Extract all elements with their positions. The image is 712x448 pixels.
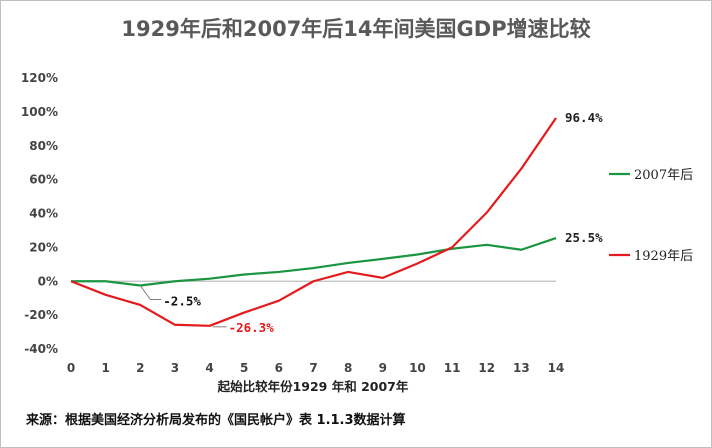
x-tick-label: 1 <box>101 361 109 375</box>
x-tick-label: 7 <box>309 361 317 375</box>
series-lines <box>70 117 557 327</box>
x-tick-label: 3 <box>171 361 179 375</box>
x-tick-label: 2 <box>136 361 144 375</box>
x-tick-label: 12 <box>478 361 495 375</box>
annotation-leader <box>139 285 162 300</box>
source-note: 来源：根据美国经济分析局发布的《国民帐户》表 1.1.3数据计算 <box>25 412 406 428</box>
y-tick-labels: 120% 100% 80% 60% 40% 20% 0% -20% -40% <box>21 71 58 356</box>
y-tick-label: -40% <box>24 342 58 356</box>
x-tick-label: 0 <box>67 361 75 375</box>
x-tick-label: 11 <box>444 361 461 375</box>
x-tick-label: 14 <box>548 361 565 375</box>
legend-label: 1929年后 <box>634 249 693 264</box>
y-tick-label: 40% <box>29 207 58 221</box>
y-tick-label: 120% <box>21 71 58 85</box>
x-tick-label: 6 <box>275 361 283 375</box>
x-tick-label: 4 <box>205 361 213 375</box>
y-tick-label: 20% <box>29 240 58 254</box>
data-labels: 25.5% 96.4% -2.5% -26.3% <box>139 110 603 335</box>
legend-label: 2007年后 <box>634 168 693 183</box>
legend: 2007年后 1929年后 <box>609 168 693 264</box>
y-tick-label: 100% <box>21 105 58 119</box>
y-tick-label: 80% <box>29 139 58 153</box>
x-tick-labels: 0 1 2 3 4 5 6 7 8 9 10 11 12 13 14 <box>67 361 565 375</box>
chart-title: 1929年后和2007年后14年间美国GDP增速比较 <box>121 17 590 41</box>
annotation-label: -2.5% <box>163 293 201 308</box>
y-tick-label: 0% <box>38 274 58 288</box>
y-tick-label: 60% <box>29 173 58 187</box>
x-axis-label: 起始比较年份1929 年和 2007年 <box>217 379 409 394</box>
end-value-label: 25.5% <box>565 230 603 245</box>
x-tick-label: 13 <box>513 361 530 375</box>
x-tick-label: 8 <box>344 361 352 375</box>
end-value-label: 96.4% <box>565 110 603 125</box>
x-tick-label: 5 <box>240 361 248 375</box>
y-tick-label: -20% <box>24 308 58 322</box>
x-tick-label: 10 <box>409 361 426 375</box>
x-tick-label: 9 <box>379 361 387 375</box>
annotation-label: -26.3% <box>229 320 275 335</box>
